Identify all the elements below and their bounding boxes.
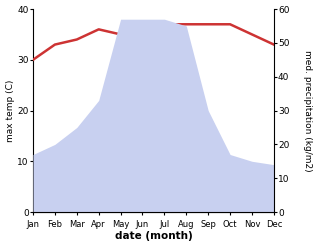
Y-axis label: max temp (C): max temp (C) (5, 79, 15, 142)
Y-axis label: med. precipitation (kg/m2): med. precipitation (kg/m2) (303, 50, 313, 171)
X-axis label: date (month): date (month) (114, 231, 192, 242)
